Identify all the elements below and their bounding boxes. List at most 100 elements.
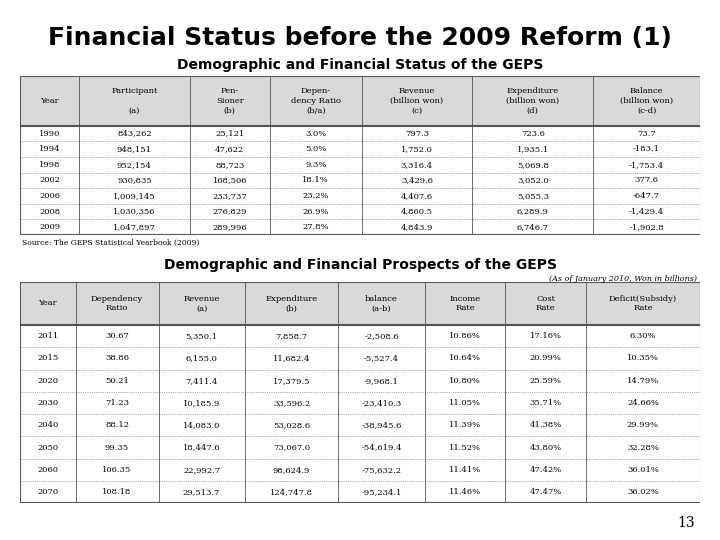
Text: 2006: 2006 [39,192,60,200]
Text: 6,289.9: 6,289.9 [517,207,549,215]
Text: 6,746.7: 6,746.7 [517,223,549,231]
Text: 20.99%: 20.99% [530,354,562,362]
Text: 2040: 2040 [37,421,58,429]
Text: 11.46%: 11.46% [449,488,481,496]
Text: 47.47%: 47.47% [529,488,562,496]
Text: 10.35%: 10.35% [627,354,659,362]
Text: -23,410.3: -23,410.3 [361,399,402,407]
Text: 3.0%: 3.0% [305,130,326,138]
Text: -1,902.8: -1,902.8 [629,223,664,231]
Text: 2009: 2009 [39,223,60,231]
Text: 2050: 2050 [37,443,58,451]
Text: Deficit(Subsidy)
Rate: Deficit(Subsidy) Rate [609,294,677,312]
Text: 14.79%: 14.79% [627,377,659,384]
Text: 47.42%: 47.42% [529,466,562,474]
Text: 29,513.7: 29,513.7 [183,488,220,496]
Text: Cost
Rate: Cost Rate [536,294,556,312]
Text: 2060: 2060 [37,466,58,474]
Text: 1,935.1: 1,935.1 [517,145,549,153]
Text: 6,155.0: 6,155.0 [186,354,217,362]
Text: 948,151: 948,151 [117,145,152,153]
Bar [20,76,700,126]
Text: 930,835: 930,835 [117,177,152,184]
Text: 106.35: 106.35 [102,466,132,474]
Text: 1,030,356: 1,030,356 [113,207,156,215]
Text: Expenditure
(billion won)
(d): Expenditure (billion won) (d) [506,87,559,114]
Text: 11,682.4: 11,682.4 [273,354,310,362]
Text: 11.41%: 11.41% [449,466,481,474]
Text: 36.02%: 36.02% [627,488,659,496]
Text: Revenue
(a): Revenue (a) [184,294,220,312]
Text: Financial Status before the 2009 Reform (1): Financial Status before the 2009 Reform … [48,26,672,50]
Text: 73,067.0: 73,067.0 [273,443,310,451]
Text: 7,411.4: 7,411.4 [186,377,218,384]
Text: Year: Year [40,97,59,105]
Text: Participant

(a): Participant (a) [111,87,158,114]
Text: 10.80%: 10.80% [449,377,481,384]
Text: 38.86: 38.86 [105,354,129,362]
Text: -647.7: -647.7 [633,192,660,200]
Text: 1990: 1990 [39,130,60,138]
Text: Demographic and Financial Prospects of the GEPS: Demographic and Financial Prospects of t… [163,258,557,272]
Text: 1,047,897: 1,047,897 [113,223,156,231]
Text: 26.9%: 26.9% [302,207,329,215]
Text: 27.8%: 27.8% [302,223,329,231]
Text: 24.66%: 24.66% [627,399,659,407]
Text: 22,992.7: 22,992.7 [183,466,220,474]
Text: 36.01%: 36.01% [627,466,659,474]
Text: 53,028.6: 53,028.6 [273,421,310,429]
Text: 3,316.4: 3,316.4 [401,161,433,169]
Text: 30.67: 30.67 [105,332,129,340]
Text: Dependency
Ratio: Dependency Ratio [91,294,143,312]
Text: 108.18: 108.18 [102,488,132,496]
Text: 13: 13 [678,516,695,530]
Text: Income
Rate: Income Rate [449,294,480,312]
Text: 797.3: 797.3 [405,130,429,138]
Text: 25.59%: 25.59% [530,377,562,384]
Text: -1,753.4: -1,753.4 [629,161,664,169]
Text: 5.0%: 5.0% [305,145,326,153]
Text: -1,429.4: -1,429.4 [629,207,664,215]
Text: Pen-
Sioner
(b): Pen- Sioner (b) [216,87,243,114]
Text: 276,829: 276,829 [212,207,247,215]
Text: 2020: 2020 [37,377,58,384]
Text: -38,945.6: -38,945.6 [361,421,402,429]
Text: 289,996: 289,996 [212,223,247,231]
Text: 723.6: 723.6 [521,130,545,138]
Text: Balance
(billion won)
(c-d): Balance (billion won) (c-d) [620,87,673,114]
Text: 952,154: 952,154 [117,161,152,169]
Text: 10,185.9: 10,185.9 [183,399,220,407]
Text: 41.38%: 41.38% [529,421,562,429]
Text: 2008: 2008 [39,207,60,215]
Text: -5,527.4: -5,527.4 [364,354,399,362]
Text: -183.1: -183.1 [633,145,660,153]
Text: 7,858.7: 7,858.7 [276,332,307,340]
Text: 17.16%: 17.16% [530,332,562,340]
Text: -9,968.1: -9,968.1 [364,377,399,384]
Text: 9.3%: 9.3% [305,161,326,169]
Text: 47,622: 47,622 [215,145,244,153]
Text: -75,632.2: -75,632.2 [361,466,402,474]
Text: 99.35: 99.35 [105,443,129,451]
Text: 1,752.0: 1,752.0 [401,145,433,153]
Text: 98,624.9: 98,624.9 [273,466,310,474]
Text: 4,407.6: 4,407.6 [401,192,433,200]
Text: 6.30%: 6.30% [630,332,656,340]
Text: 25,121: 25,121 [215,130,244,138]
Text: 4,860.5: 4,860.5 [401,207,433,215]
Text: 43.80%: 43.80% [530,443,562,451]
Text: 10.86%: 10.86% [449,332,481,340]
Text: 35.71%: 35.71% [530,399,562,407]
Text: 88,723: 88,723 [215,161,245,169]
Text: (As of January 2010, Won in billions): (As of January 2010, Won in billions) [549,275,697,284]
Text: 2070: 2070 [37,488,58,496]
Text: 1,009,145: 1,009,145 [113,192,156,200]
Text: 18,447.6: 18,447.6 [183,443,220,451]
Text: 71.23: 71.23 [105,399,129,407]
Text: -2,508.6: -2,508.6 [364,332,399,340]
Text: 11.39%: 11.39% [449,421,481,429]
Text: 18.1%: 18.1% [302,177,329,184]
Text: Year: Year [39,300,57,307]
Bar [20,282,700,325]
Text: 29.99%: 29.99% [627,421,659,429]
